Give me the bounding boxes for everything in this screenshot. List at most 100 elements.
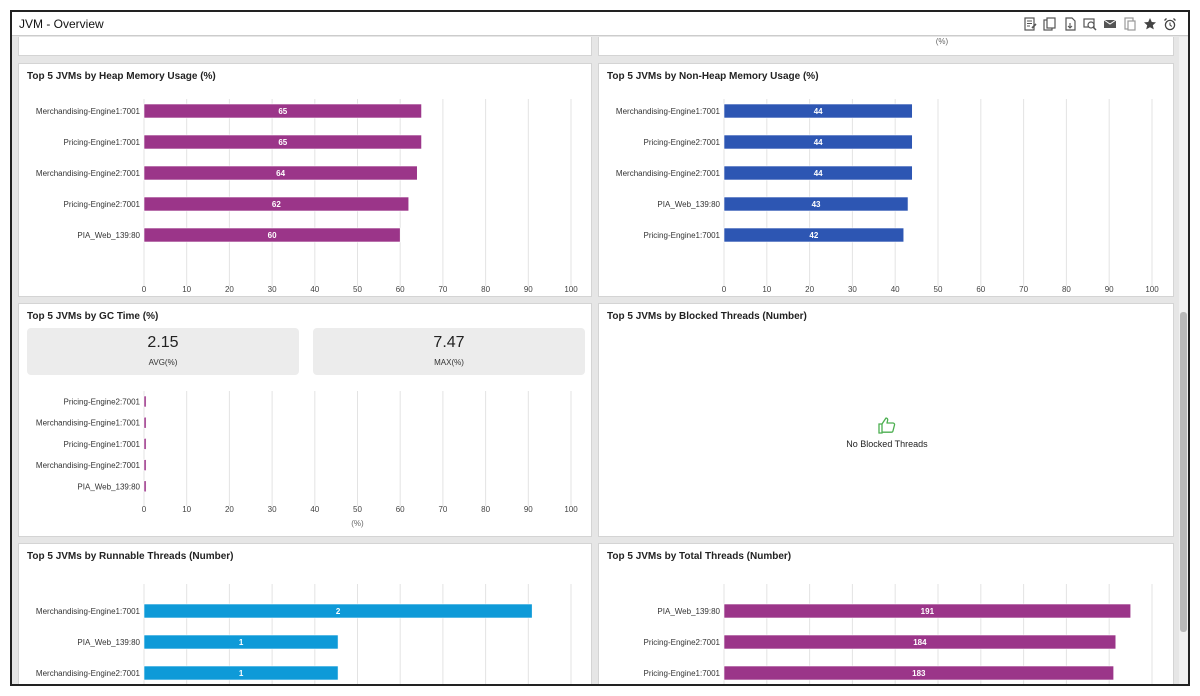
x-tick-label: 30: [848, 285, 857, 294]
x-tick-label: 80: [481, 505, 490, 514]
x-tick-label: 20: [805, 285, 814, 294]
heap-memory-chart: 0102030405060708090100(%)Merchandising-E…: [36, 99, 578, 294]
x-tick-label: 100: [1145, 285, 1159, 294]
category-label: Pricing-Engine2:7001: [644, 138, 721, 147]
category-label: Merchandising-Engine2:7001: [36, 461, 141, 470]
bar[interactable]: [723, 665, 1114, 681]
bar[interactable]: [723, 103, 913, 119]
bar[interactable]: [723, 134, 913, 150]
title-bar: JVM - Overview: [12, 12, 1188, 36]
x-tick-label: 90: [1105, 285, 1114, 294]
bar[interactable]: [723, 603, 1132, 619]
x-tick-label: 70: [438, 505, 447, 514]
x-tick-label: 10: [182, 505, 191, 514]
gc-avg-stat: 2.15 AVG(%): [27, 328, 299, 375]
category-label: Merchandising-Engine1:7001: [36, 607, 141, 616]
edit-report-icon[interactable]: [1021, 15, 1038, 32]
x-tick-label: 50: [934, 285, 943, 294]
bar[interactable]: [143, 416, 147, 429]
bar[interactable]: [143, 227, 401, 243]
gc-avg-value: 2.15: [147, 334, 179, 351]
total-threads-panel-title: Top 5 JVMs by Total Threads (Number): [607, 551, 792, 562]
x-tick-label: 0: [142, 285, 147, 294]
bar-value-label: 60: [268, 231, 277, 240]
alarm-clock-icon[interactable]: [1161, 15, 1178, 32]
bar[interactable]: [143, 665, 339, 681]
x-tick-label: 20: [225, 505, 234, 514]
x-tick-label: 50: [353, 505, 362, 514]
bar[interactable]: [723, 196, 909, 212]
x-axis-label: (%): [351, 519, 364, 528]
runnable-threads-chart: Merchandising-Engine1:7001 2 PIA_Web_139:8…: [36, 584, 572, 684]
category-label: Pricing-Engine2:7001: [64, 398, 141, 407]
category-label: Pricing-Engine1:7001: [64, 138, 141, 147]
bar[interactable]: [723, 227, 905, 243]
thumbs-up-icon: [877, 416, 897, 439]
bar-value-label: 65: [278, 138, 287, 147]
bar-value-label: 62: [272, 200, 281, 209]
x-tick-label: 80: [1062, 285, 1071, 294]
search-report-icon[interactable]: [1081, 15, 1098, 32]
export-pdf-icon[interactable]: [1061, 15, 1078, 32]
bar[interactable]: [143, 103, 422, 119]
bar-value-label: 2: [336, 607, 341, 616]
category-label: Pricing-Engine1:7001: [644, 231, 721, 240]
bar-value-label: 44: [814, 107, 823, 116]
email-icon[interactable]: [1101, 15, 1118, 32]
vertical-scrollbar[interactable]: [1179, 37, 1188, 684]
gc-max-label: MAX(%): [434, 358, 464, 367]
copy-report-icon[interactable]: [1041, 15, 1058, 32]
x-tick-label: 60: [396, 505, 405, 514]
category-label: PIA_Web_139:80: [77, 638, 140, 647]
x-tick-label: 0: [142, 505, 147, 514]
bar-value-label: 184: [913, 638, 927, 647]
bar-value-label: 183: [912, 669, 926, 678]
x-tick-label: 30: [268, 285, 277, 294]
nonheap-memory-panel-title: Top 5 JVMs by Non-Heap Memory Usage (%): [607, 71, 819, 82]
bar-value-label: 44: [814, 169, 823, 178]
x-tick-label: 100: [564, 505, 578, 514]
bar[interactable]: [143, 480, 147, 493]
bar-value-label: 42: [809, 231, 818, 240]
x-tick-label: 90: [524, 505, 533, 514]
bar-value-label: 44: [814, 138, 823, 147]
x-tick-label: 90: [524, 285, 533, 294]
bar[interactable]: [723, 634, 1117, 650]
category-label: Merchandising-Engine2:7001: [616, 169, 721, 178]
bar[interactable]: [143, 134, 422, 150]
bar-value-label: 1: [239, 669, 244, 678]
category-label: PIA_Web_139:80: [657, 200, 720, 209]
x-tick-label: 40: [891, 285, 900, 294]
bar[interactable]: [143, 165, 418, 181]
scrollbar-thumb[interactable]: [1180, 312, 1187, 632]
total-threads-chart: PIA_Web_139:80 191 Pricing-Engine2:7001 184…: [644, 584, 1153, 684]
x-tick-label: 10: [762, 285, 771, 294]
x-tick-label: 80: [481, 285, 490, 294]
bar[interactable]: [143, 395, 147, 408]
previous-panel-left: [18, 37, 592, 56]
total-threads-panel: Top 5 JVMs by Total Threads (Number) PIA…: [598, 543, 1174, 684]
bar[interactable]: [143, 196, 410, 212]
favorite-star-icon[interactable]: [1141, 15, 1158, 32]
heap-memory-panel-title: Top 5 JVMs by Heap Memory Usage (%): [27, 71, 216, 82]
category-label: Pricing-Engine2:7001: [64, 200, 141, 209]
previous-chart-unit-label: (%): [936, 37, 949, 46]
category-label: Merchandising-Engine1:7001: [36, 107, 141, 116]
bar[interactable]: [143, 438, 147, 450]
category-label: PIA_Web_139:80: [657, 607, 720, 616]
x-tick-label: 50: [353, 285, 362, 294]
bar-value-label: 64: [276, 169, 285, 178]
x-tick-label: 70: [1019, 285, 1028, 294]
blocked-threads-panel-title: Top 5 JVMs by Blocked Threads (Number): [607, 311, 807, 322]
print-icon[interactable]: [1121, 15, 1138, 32]
category-label: Pricing-Engine2:7001: [644, 638, 721, 647]
bar[interactable]: [723, 165, 913, 181]
gc-avg-label: AVG(%): [148, 358, 178, 367]
x-tick-label: 10: [182, 285, 191, 294]
bar[interactable]: [143, 459, 147, 471]
bar-value-label: 65: [278, 107, 287, 116]
no-blocked-threads-message: No Blocked Threads: [846, 439, 928, 449]
bar[interactable]: [143, 634, 339, 650]
x-tick-label: 70: [438, 285, 447, 294]
bar[interactable]: [143, 603, 533, 619]
